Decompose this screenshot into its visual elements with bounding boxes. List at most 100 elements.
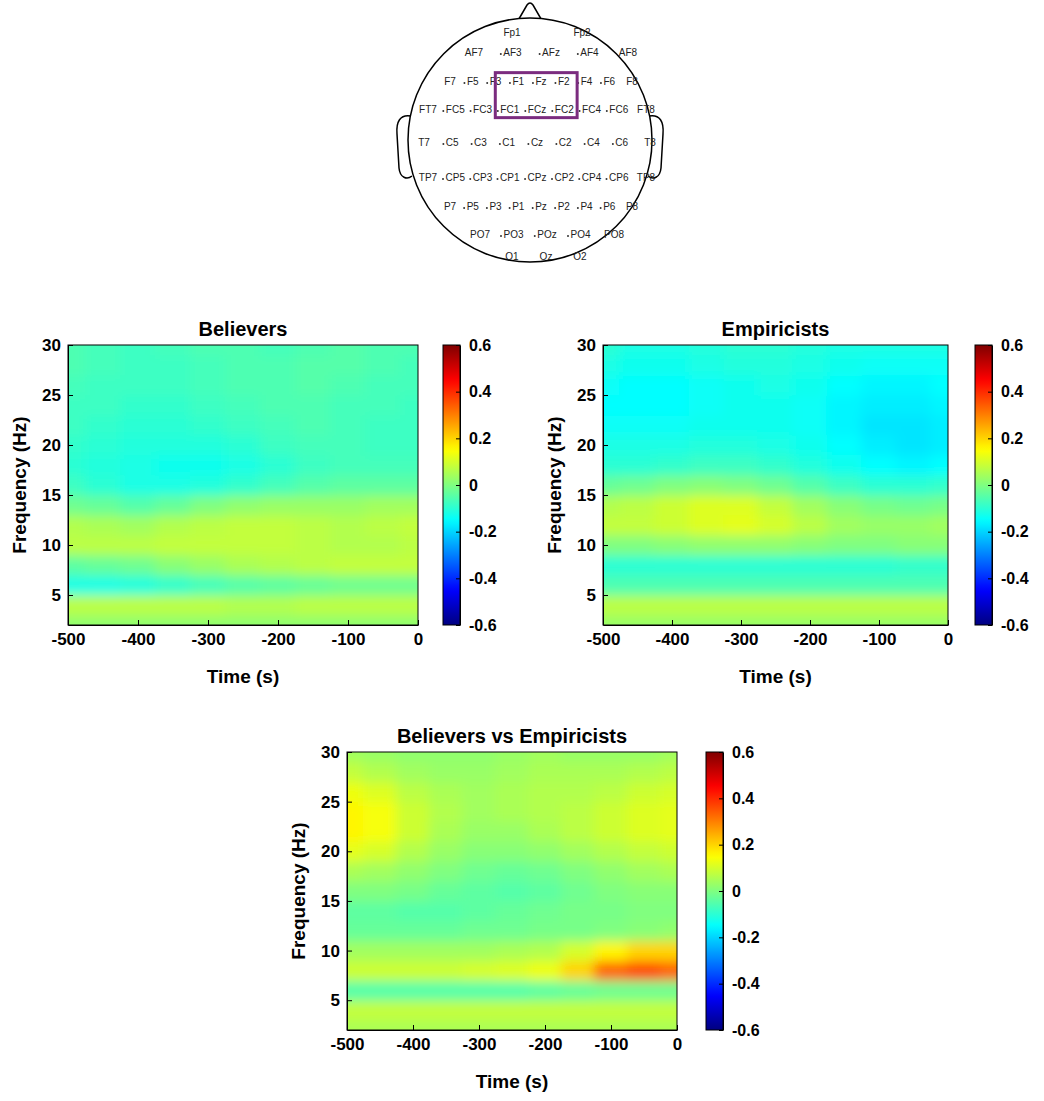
x-tick-label: -200: [528, 1035, 562, 1054]
electrode-label: FT7: [419, 104, 437, 115]
y-tick-label: 20: [321, 842, 340, 861]
y-tick-label: 20: [577, 436, 596, 455]
cell: [295, 555, 331, 576]
cell: [396, 801, 430, 822]
cell: [896, 395, 932, 416]
plot-area: [347, 752, 677, 1030]
x-tick: -200: [261, 620, 295, 649]
cell: [429, 940, 463, 961]
y-tick-mark: [603, 445, 608, 446]
electrode-label: PO8: [604, 229, 624, 240]
cell: [620, 535, 656, 556]
y-tick: 10: [321, 942, 352, 961]
cell: [429, 1020, 463, 1030]
cell: [363, 1020, 397, 1030]
cell: [396, 821, 430, 842]
cell: [85, 395, 121, 416]
cell: [295, 475, 331, 496]
colorbar-tick-mark: [456, 345, 460, 346]
cell: [155, 455, 191, 476]
cell: [723, 515, 759, 536]
cell: [68, 415, 86, 436]
cell: [594, 980, 628, 1001]
cell: [365, 615, 401, 626]
cell: [400, 415, 418, 436]
cell: [930, 615, 948, 626]
colorbar-tick: 0.4: [719, 790, 754, 807]
x-tick-label: -500: [586, 630, 620, 649]
cell: [861, 395, 897, 416]
cell: [225, 355, 261, 376]
cell: [495, 960, 529, 981]
cell: [758, 615, 794, 626]
cell: [330, 575, 366, 596]
cell: [330, 615, 366, 626]
cell: [620, 355, 656, 376]
x-tick-label: -300: [191, 630, 225, 649]
cell: [660, 881, 677, 902]
cell: [594, 861, 628, 882]
cell: [627, 761, 661, 782]
y-tick-mark: [347, 901, 352, 902]
y-tick-label: 15: [42, 486, 61, 505]
cell: [654, 575, 690, 596]
cell: [120, 435, 156, 456]
cell: [594, 881, 628, 902]
x-tick: -300: [462, 1025, 496, 1054]
x-tick: -100: [862, 620, 896, 649]
y-tick: 5: [587, 586, 608, 605]
x-tick: -100: [331, 620, 365, 649]
colorbar-frame: [706, 752, 723, 1030]
x-tick-mark: [677, 1025, 678, 1030]
x-tick-mark: [479, 1025, 480, 1030]
cell: [861, 555, 897, 576]
cell: [689, 615, 725, 626]
cell: [295, 455, 331, 476]
cell: [495, 801, 529, 822]
cell: [723, 395, 759, 416]
colorbar-tick: -0.4: [456, 570, 497, 587]
cell: [620, 555, 656, 576]
cell: [620, 375, 656, 396]
electrode-dot: [539, 53, 541, 55]
cell: [930, 415, 948, 436]
cell: [68, 515, 86, 536]
y-axis-line: [603, 346, 604, 626]
cell: [896, 555, 932, 576]
colorbar-tick-mark: [719, 984, 723, 985]
electrode-dot: [500, 235, 502, 237]
cell: [347, 841, 364, 862]
cell: [792, 475, 828, 496]
cell: [528, 1000, 562, 1021]
electrode-label: Oz: [540, 251, 553, 262]
x-axis-line: [69, 625, 419, 626]
cell: [462, 1020, 496, 1030]
cell: [120, 455, 156, 476]
cell: [561, 1000, 595, 1021]
cell: [462, 980, 496, 1001]
cell: [620, 345, 656, 356]
cell: [295, 375, 331, 396]
cell: [155, 495, 191, 516]
y-tick-label: 30: [577, 336, 596, 355]
cell: [295, 345, 331, 356]
cell: [792, 435, 828, 456]
cell: [792, 515, 828, 536]
cell: [495, 940, 529, 961]
x-axis: -500-400-300-200-1000: [51, 620, 423, 649]
colorbar-tick-label: -0.6: [732, 1022, 760, 1039]
x-tick: 0: [944, 620, 953, 649]
y-tick: 5: [331, 991, 352, 1010]
cell: [330, 555, 366, 576]
cell: [225, 415, 261, 436]
colorbar-tick-label: 0: [1001, 477, 1010, 494]
cell: [561, 781, 595, 802]
electrode-label: AF3: [503, 47, 522, 58]
cell: [260, 435, 296, 456]
colorbar-axis: -0.6-0.4-0.200.20.40.6: [988, 337, 1029, 634]
electrode-label: C1: [502, 137, 515, 148]
cell: [861, 455, 897, 476]
electrode-dot: [463, 82, 465, 84]
cell: [363, 881, 397, 902]
cell: [330, 515, 366, 536]
